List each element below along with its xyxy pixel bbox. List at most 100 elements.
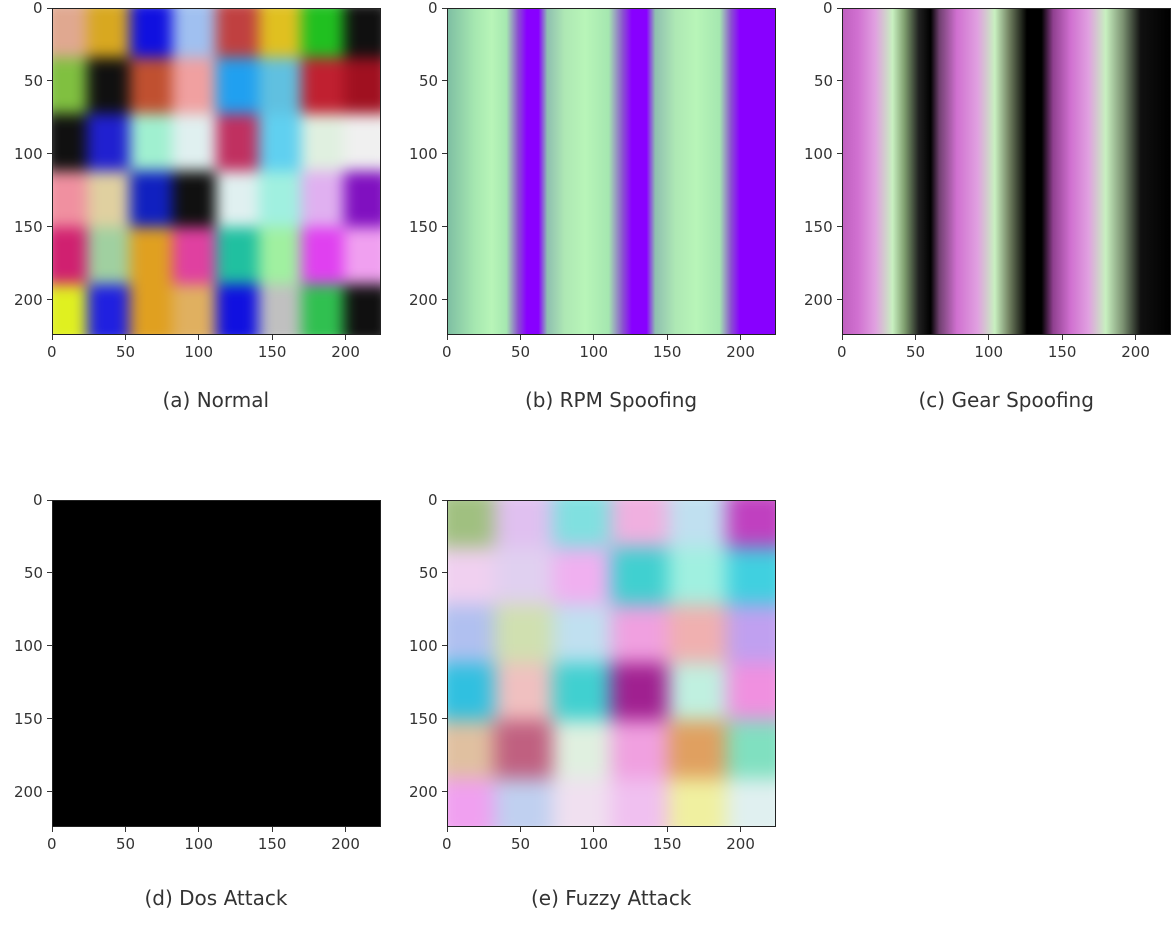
- image-block: [668, 777, 731, 826]
- image-block: [53, 283, 92, 334]
- image-block: [301, 9, 348, 62]
- x-tick-label: 100: [184, 835, 214, 853]
- image-gear-spoofing: [843, 9, 1170, 334]
- y-tick-mark: [442, 572, 447, 574]
- image-block: [726, 604, 775, 667]
- image-block: [129, 283, 177, 334]
- x-tick-mark: [1135, 335, 1137, 340]
- y-tick-label: 100: [14, 144, 43, 163]
- image-block: [129, 170, 177, 232]
- y-tick-mark: [47, 499, 52, 501]
- y-tick-mark: [837, 7, 842, 9]
- y-tick-mark: [47, 572, 52, 574]
- image-block: [726, 720, 775, 783]
- y-tick-label: 100: [409, 144, 438, 163]
- image-block: [552, 604, 615, 667]
- y-tick-label: 200: [804, 290, 833, 309]
- image-block: [726, 777, 775, 826]
- x-tick-mark: [446, 827, 448, 832]
- image-block: [448, 662, 499, 725]
- x-tick-mark: [666, 335, 668, 340]
- x-tick-label: 50: [510, 343, 531, 361]
- x-tick-mark: [841, 335, 843, 340]
- x-tick-mark: [914, 335, 916, 340]
- image-dos-attack: [53, 501, 380, 826]
- x-tick-mark: [988, 335, 990, 340]
- y-tick-mark: [47, 80, 52, 82]
- image-block: [87, 57, 135, 118]
- image-block: [53, 9, 92, 62]
- image-block: [610, 662, 673, 725]
- caption-fuzzy-attack: (e) Fuzzy Attack: [531, 886, 692, 910]
- image-block: [87, 9, 135, 62]
- image-normal: [53, 9, 380, 334]
- image-block: [552, 546, 615, 609]
- image-block: [87, 113, 135, 175]
- image-block: [494, 662, 557, 725]
- y-tick-mark: [442, 226, 447, 228]
- image-block: [343, 170, 380, 232]
- y-tick-mark: [47, 645, 52, 647]
- image-block: [494, 501, 557, 552]
- x-tick-mark: [345, 827, 347, 832]
- y-tick-mark: [47, 153, 52, 155]
- y-tick-label: 150: [409, 217, 438, 236]
- x-tick-mark: [446, 335, 448, 340]
- x-tick-label: 100: [184, 343, 214, 361]
- x-tick-label: 200: [726, 343, 755, 361]
- x-tick-mark: [345, 335, 347, 340]
- x-tick-label: 200: [331, 343, 360, 361]
- image-block: [129, 113, 177, 175]
- image-block: [301, 57, 348, 118]
- image-block: [448, 720, 499, 783]
- image-block: [610, 777, 673, 826]
- image-block: [448, 546, 499, 609]
- image-block: [129, 9, 177, 62]
- caption-rpm-spoofing: (b) RPM Spoofing: [525, 388, 698, 412]
- y-tick-label: 50: [814, 71, 834, 90]
- image-block: [343, 57, 380, 118]
- image-block: [129, 227, 177, 288]
- image-block: [87, 227, 135, 288]
- y-tick-mark: [47, 791, 52, 793]
- x-tick-label: 0: [837, 343, 847, 361]
- image-block: [668, 501, 731, 552]
- image-block: [215, 227, 263, 288]
- y-tick-mark: [442, 499, 447, 501]
- x-tick-label: 150: [257, 343, 287, 361]
- image-block: [172, 170, 220, 232]
- x-tick-mark: [51, 827, 53, 832]
- y-tick-mark: [837, 153, 842, 155]
- heatmap-rpm-spoofing: [447, 8, 776, 335]
- y-tick-label: 0: [428, 491, 438, 509]
- y-tick-mark: [442, 718, 447, 720]
- x-tick-mark: [740, 335, 742, 340]
- x-tick-mark: [271, 335, 273, 340]
- x-tick-mark: [198, 335, 200, 340]
- image-block: [172, 57, 220, 118]
- x-tick-label: 0: [47, 835, 57, 853]
- image-block: [343, 113, 380, 175]
- y-tick-label: 50: [419, 71, 439, 90]
- image-block: [215, 9, 263, 62]
- x-tick-label: 0: [442, 343, 452, 361]
- image-block: [494, 777, 557, 826]
- image-block: [172, 113, 220, 175]
- image-block: [301, 170, 348, 232]
- image-block: [610, 546, 673, 609]
- y-tick-label: 0: [33, 0, 43, 17]
- x-tick-mark: [124, 335, 126, 340]
- heatmap-fuzzy-attack: [447, 500, 776, 827]
- y-tick-mark: [47, 226, 52, 228]
- x-tick-label: 100: [974, 343, 1004, 361]
- caption-normal: (a) Normal: [162, 388, 270, 412]
- image-block: [494, 720, 557, 783]
- image-block: [552, 777, 615, 826]
- y-tick-label: 150: [804, 217, 833, 236]
- x-tick-label: 0: [47, 343, 57, 361]
- x-tick-label: 50: [115, 835, 136, 853]
- x-tick-mark: [1061, 335, 1063, 340]
- y-tick-mark: [442, 299, 447, 301]
- y-tick-label: 150: [409, 709, 438, 728]
- image-block: [258, 57, 306, 118]
